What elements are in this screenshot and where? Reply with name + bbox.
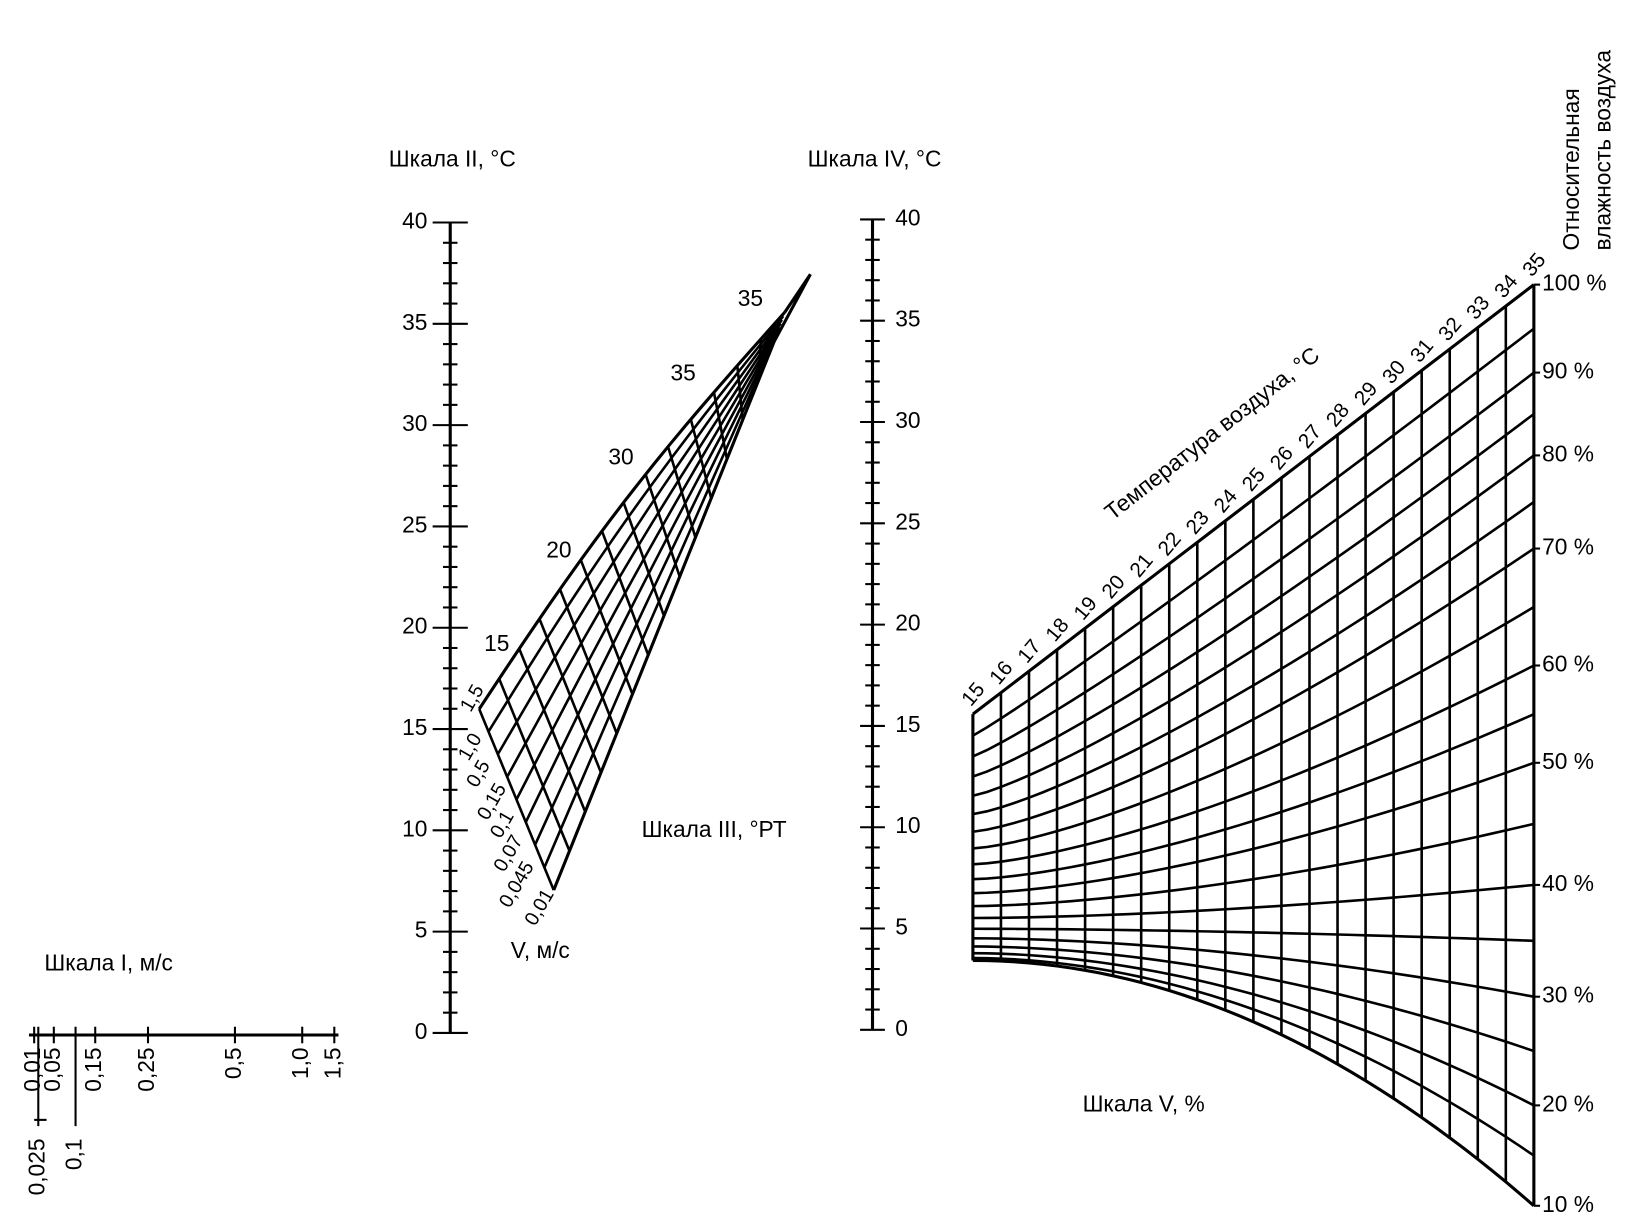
humidity-label: 100 % — [1542, 270, 1607, 296]
humidity-label: 90 % — [1542, 358, 1594, 384]
scale-label: 0,25 — [133, 1047, 159, 1091]
mesh-line — [558, 588, 618, 734]
humidity-label: 40 % — [1542, 870, 1594, 896]
mesh-edge — [772, 273, 812, 343]
mesh-line — [622, 502, 666, 617]
mesh-line — [478, 708, 555, 891]
velocity-title: V, м/с — [511, 937, 570, 963]
scale-label: 10 — [895, 812, 920, 838]
scale-label: 40 — [895, 204, 920, 230]
scale-label: 10 — [402, 815, 427, 841]
mesh-label: 30 — [608, 444, 633, 470]
scale-label: 5 — [895, 914, 908, 940]
scale-label: 30 — [402, 410, 427, 436]
velocity-label: 0,01 — [520, 885, 558, 929]
scale-label: 0,01 — [19, 1047, 45, 1091]
mesh-line — [538, 618, 603, 774]
scale-label: 0,15 — [80, 1047, 106, 1091]
scale-title: Шкала IV, °C — [808, 145, 942, 171]
scale-label: 30 — [895, 407, 920, 433]
mesh-line — [712, 392, 729, 460]
scale-title: Шкала II, °C — [389, 145, 516, 171]
scale-label: 35 — [402, 309, 427, 335]
humidity-label: 30 % — [1542, 982, 1594, 1008]
mesh-line — [579, 559, 634, 695]
scale-label: 0,05 — [39, 1047, 65, 1091]
humidity-label: 50 % — [1542, 748, 1594, 774]
scale-label: 25 — [402, 511, 427, 537]
scale-label: 35 — [895, 306, 920, 332]
mesh-label: 20 — [546, 537, 571, 563]
humidity-title: влажность воздуха — [1589, 50, 1615, 251]
temperature-title: Температура воздуха, °C — [1099, 341, 1324, 525]
mesh-label: 35 — [738, 285, 763, 311]
mesh-line — [600, 530, 650, 656]
mesh-line — [689, 419, 713, 499]
scale-label: 40 — [402, 208, 427, 234]
scale-label: 0 — [415, 1018, 428, 1044]
scale-label: 25 — [895, 508, 920, 534]
velocity-label: 1,5 — [456, 681, 489, 716]
mesh-line — [666, 446, 697, 538]
humidity-title: Относительная — [1558, 88, 1584, 250]
scale-title: Шкала I, м/с — [44, 950, 173, 976]
mesh-line — [552, 340, 776, 891]
scale-title: Шкала III, °РТ — [642, 816, 787, 842]
humidity-label: 20 % — [1542, 1090, 1594, 1116]
scale-label: 15 — [402, 714, 427, 740]
scale-label: 0,025 — [23, 1139, 49, 1196]
scale-title: Шкала V, % — [1083, 1090, 1205, 1116]
humidity-label: 70 % — [1542, 534, 1594, 560]
scale-label: 5 — [415, 917, 428, 943]
mesh-line — [497, 678, 571, 852]
scale-label: 1,5 — [319, 1047, 345, 1079]
scale-label: 20 — [402, 613, 427, 639]
mesh-line — [736, 365, 744, 421]
mesh-label: 35 — [670, 360, 695, 386]
mesh-label: 15 — [484, 630, 509, 656]
scale-label: 0,5 — [220, 1047, 246, 1079]
mesh-line — [518, 648, 587, 813]
humidity-label: 80 % — [1542, 440, 1594, 466]
scale-label: 20 — [895, 610, 920, 636]
humidity-label: 60 % — [1542, 651, 1594, 677]
velocity-label: 1,0 — [454, 729, 487, 764]
scale-label: 1,0 — [287, 1047, 313, 1079]
mesh-line — [644, 473, 681, 578]
scale-label: 15 — [895, 711, 920, 737]
humidity-label: 10 % — [1542, 1191, 1594, 1217]
scale-label: 0 — [895, 1015, 908, 1041]
scale-label: 0,1 — [61, 1139, 87, 1171]
mesh-line — [757, 338, 763, 381]
